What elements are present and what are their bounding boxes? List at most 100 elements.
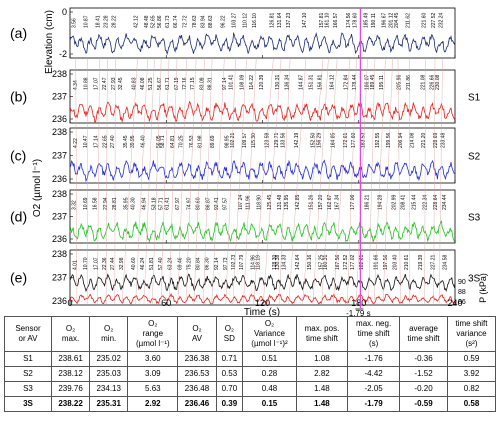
table-cell: 236.46 (177, 396, 217, 412)
peak-label: 156.81 (318, 74, 324, 90)
peak-label: 221.60 (421, 12, 427, 28)
peak-guide-line (105, 57, 108, 306)
peak-label: 227.21 (430, 254, 436, 270)
peak-label: 52.65 (150, 15, 156, 28)
column-header: O₂ range (µmol l⁻¹) (127, 316, 179, 352)
column-header-line: SD (223, 334, 235, 343)
peak-label: 74.97 (186, 197, 192, 210)
y-tick-label: 237 (52, 92, 67, 102)
peak-guide-line (75, 57, 78, 306)
peak-label: 167.34 (334, 194, 340, 210)
column-header: O₂ SD (215, 316, 244, 352)
peak-label: 86.87 (205, 197, 211, 210)
table-cell: 2.92 (127, 396, 179, 412)
column-header-line: range (142, 329, 164, 338)
peak-label: 10.88 (83, 77, 89, 90)
peak-guide-line (211, 57, 225, 306)
peak-label: 64.81 (170, 135, 176, 148)
peak-label: 46.24 (140, 257, 146, 270)
table-cell: -2.05 (347, 381, 401, 397)
peak-label: 133.56 (280, 132, 286, 148)
peak-label: 98.95 (225, 135, 231, 148)
column-header-line: (s) (368, 339, 379, 348)
peak-label: 142.85 (295, 194, 301, 210)
peak-label: 86.30 (204, 257, 210, 270)
table-row: S3 239.76 234.13 5.63 236.48 0.70 0.48 1.48 -2.0… (4, 381, 496, 397)
y-tick-label: 236 (52, 234, 67, 244)
y-tick-label: 238 (52, 249, 67, 259)
peak-guide-line (253, 57, 274, 306)
peak-label: 53.18 (151, 197, 157, 210)
sensor-label: S1 (468, 93, 481, 104)
peak-label: 107.24 (238, 194, 244, 210)
peak-label: 83.09 (199, 77, 205, 90)
table-cell: 0.15 (242, 396, 297, 412)
peak-label: 40.83 (131, 77, 137, 90)
column-header-line: max. neg. (356, 319, 392, 328)
table-cell: 0.70 (215, 381, 244, 397)
table-cell: 0.53 (215, 366, 244, 382)
peak-guide-line (368, 57, 376, 306)
table-cell: 238.12 (50, 366, 91, 382)
peak-label: 28.81 (112, 197, 118, 210)
column-header-line: time shift (357, 329, 390, 338)
table-cell: -1.52 (399, 366, 448, 382)
table-cell: 0.51 (242, 351, 297, 367)
peak-label: 56.86 (157, 15, 163, 28)
peak-label: 186.07 (364, 74, 370, 90)
peak-label: 22.65 (102, 135, 108, 148)
peak-label: 70.25 (179, 135, 185, 148)
panel-letter: (e) (10, 270, 27, 286)
peak-guide-line (321, 57, 338, 306)
peak-label: 178.44 (352, 74, 358, 90)
peak-label: 156.29 (317, 132, 323, 148)
peak-guide-line (193, 57, 205, 306)
table-row: S2 238.12 235.03 3.09 236.53 0.53 0.28 2.82 -4.4… (4, 366, 496, 382)
table-cell: 5.63 (127, 381, 179, 397)
pressure-tick-label: 90 (458, 279, 466, 286)
table-cell: S3 (4, 381, 52, 397)
peak-label: 46.94 (141, 197, 147, 210)
sensor-label: S3 (468, 213, 481, 224)
table-cell: 235.31 (89, 396, 129, 412)
peak-label: 35.45 (123, 135, 129, 148)
column-header-line: O₂ (192, 324, 202, 333)
peak-guide-line (382, 57, 393, 306)
peak-label: 56.67 (157, 77, 163, 90)
column-header-line: O₂ (104, 324, 114, 333)
table-cell: 1.48 (295, 396, 349, 412)
column-header: Sensor or AV (4, 316, 52, 352)
peak-label: 128.30 (272, 254, 278, 270)
peak-guide-line (135, 57, 148, 306)
peak-label: 120.39 (259, 74, 265, 90)
peak-label: 233.48 (441, 132, 447, 148)
table-cell: -1.79 (347, 396, 401, 412)
panel-c: (c) 238 237 236 S2 4.22 10.47 17.14 22.65 27.40 35… (10, 127, 481, 184)
peak-label: 66.74 (173, 15, 179, 28)
peak-guide-line (160, 57, 170, 306)
peak-guide-line (347, 57, 357, 306)
peak-label: 10.87 (83, 15, 89, 28)
peak-label: 51.25 (148, 77, 154, 90)
y-tick-label: 236 (52, 114, 67, 124)
peak-guide-line (373, 57, 386, 306)
panel-a: (a) 0 -2 3.56 10.87 18.41 23.28 28.22 42.12 48.48… (10, 7, 456, 59)
column-header-line: or AV (18, 334, 38, 343)
peak-label: 46.08 (140, 77, 146, 90)
peak-label: 42.12 (134, 15, 140, 28)
panel-d: (d) 238 237 236 S3 3.32 10.69 16.58 22.94 28.81 35… (10, 189, 481, 244)
peak-label: 182.61 (359, 254, 365, 270)
table-cell: 0.28 (242, 366, 297, 382)
table-cell: 236.38 (177, 351, 217, 367)
peak-label: 18.41 (96, 15, 102, 28)
peak-label: 226.66 (430, 74, 436, 90)
peak-label: 48.48 (144, 15, 150, 28)
peak-label: 22.36 (102, 257, 108, 270)
peak-guide-line (177, 57, 187, 306)
y-tick-label: -2 (59, 49, 67, 59)
peak-label: 232.24 (439, 12, 445, 28)
peak-label: 102.21 (230, 132, 236, 148)
panel-letter: (b) (10, 89, 27, 105)
